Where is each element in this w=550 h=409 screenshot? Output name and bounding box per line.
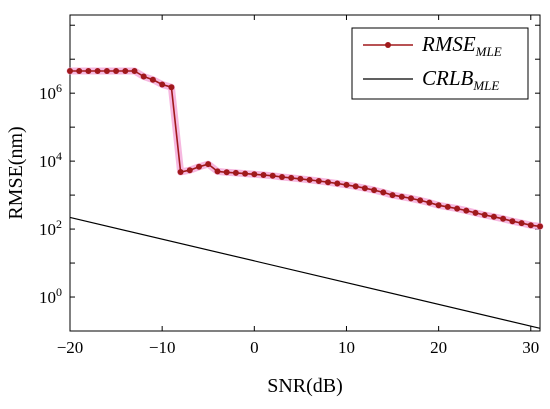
series-rmse-point xyxy=(297,175,304,182)
series-rmse-point xyxy=(76,68,83,74)
series-rmse-point xyxy=(380,189,387,196)
series-rmse-point xyxy=(306,176,313,183)
series-rmse-point xyxy=(463,207,470,214)
series-rmse-point xyxy=(103,68,110,74)
series-rmse-point xyxy=(279,174,285,180)
series-rmse-point xyxy=(527,222,534,229)
series-rmse-point xyxy=(343,181,350,188)
series-rmse-point xyxy=(232,169,239,176)
series-rmse-point xyxy=(408,195,414,202)
plot-frame xyxy=(69,14,541,332)
x-axis-label: SNR(dB) xyxy=(267,375,343,397)
y-tick-label: 106 xyxy=(39,81,62,103)
y-tick-label: 104 xyxy=(39,149,62,171)
series-rmse-point xyxy=(389,192,396,199)
y-tick-label-base: 10 xyxy=(39,288,56,307)
series-rmse-point xyxy=(444,203,451,210)
series-rmse-point xyxy=(94,68,101,74)
y-tick-label-exponent: 0 xyxy=(56,285,62,299)
series-rmse-point xyxy=(472,209,479,216)
series-rmse-point xyxy=(196,163,202,170)
series-rmse-point xyxy=(490,213,497,220)
series-rmse-point xyxy=(113,68,120,74)
series-rmse-point xyxy=(131,68,138,74)
legend-entry-crlb-name: CRLB xyxy=(422,66,474,90)
series-rmse-point xyxy=(417,197,424,204)
x-tick-label: 10 xyxy=(338,338,355,357)
series-rmse-point xyxy=(85,68,92,74)
series-rmse-point xyxy=(315,178,322,184)
series-rmse-point xyxy=(325,179,331,186)
x-tick-label: 30 xyxy=(522,338,539,357)
y-axis-label: RMSE(nm) xyxy=(5,126,27,219)
series-rmse-point xyxy=(435,202,442,209)
series-rmse-point xyxy=(177,169,184,175)
series-rmse-point xyxy=(67,68,73,74)
legend-entry-rmse-sub: MLE xyxy=(475,44,502,59)
series-rmse-point xyxy=(140,73,147,80)
y-tick-label-exponent: 4 xyxy=(56,149,62,163)
series-rmse-point xyxy=(251,171,258,178)
legend-marker-rmse xyxy=(385,42,391,48)
series-rmse-point xyxy=(260,172,267,178)
series-rmse-point xyxy=(269,172,276,179)
series-rmse-point xyxy=(186,167,193,174)
series-rmse-point xyxy=(223,169,230,176)
series-rmse-point xyxy=(159,81,166,88)
series-rmse-point xyxy=(168,84,175,91)
series-rmse-point xyxy=(398,193,405,200)
y-tick-label-base: 10 xyxy=(39,152,56,171)
series-rmse-point xyxy=(518,220,525,227)
series-rmse-point xyxy=(537,223,543,230)
legend-box xyxy=(351,27,529,100)
y-tick-label-base: 10 xyxy=(39,220,56,239)
series-rmse-point xyxy=(205,161,212,168)
x-tick-label: 0 xyxy=(250,338,259,357)
series-layer xyxy=(66,67,544,329)
legend-entry-crlb-sub: MLE xyxy=(472,78,499,93)
series-rmse-point xyxy=(242,170,249,177)
y-tick-label: 100 xyxy=(39,285,62,307)
x-tick-label: −20 xyxy=(57,338,84,357)
legend-entry-rmse-name: RMSE xyxy=(421,32,476,56)
legend-entry-crlb: CRLBMLE xyxy=(422,66,499,93)
x-tick-label: 20 xyxy=(430,338,447,357)
y-tick-label-exponent: 6 xyxy=(56,81,62,95)
series-rmse-point xyxy=(214,168,221,175)
series-rmse-point xyxy=(334,180,341,187)
series-rmse-point xyxy=(454,205,461,212)
series-rmse-point xyxy=(500,215,507,222)
legend-entry-rmse: RMSEMLE xyxy=(421,32,502,59)
series-rmse-point xyxy=(288,174,295,181)
series-rmse-point xyxy=(426,199,433,206)
series-rmse-point xyxy=(352,183,359,190)
series-rmse-line xyxy=(70,70,541,228)
series-rmse-point xyxy=(149,76,156,83)
series-rmse-point xyxy=(481,212,488,218)
series-crlb-line xyxy=(69,216,541,329)
series-rmse-point xyxy=(361,185,368,192)
x-axis-ticks: −20 −10 0 10 20 30 xyxy=(57,15,539,357)
series-rmse-point xyxy=(122,68,129,74)
series-rmse-point xyxy=(371,187,378,194)
legend: RMSEMLE CRLBMLE xyxy=(351,27,529,100)
series-rmse-point xyxy=(509,218,516,225)
x-tick-label: −10 xyxy=(149,338,176,357)
y-tick-label-base: 10 xyxy=(39,84,56,103)
y-tick-label-exponent: 2 xyxy=(56,217,62,231)
y-tick-label: 102 xyxy=(39,217,62,239)
